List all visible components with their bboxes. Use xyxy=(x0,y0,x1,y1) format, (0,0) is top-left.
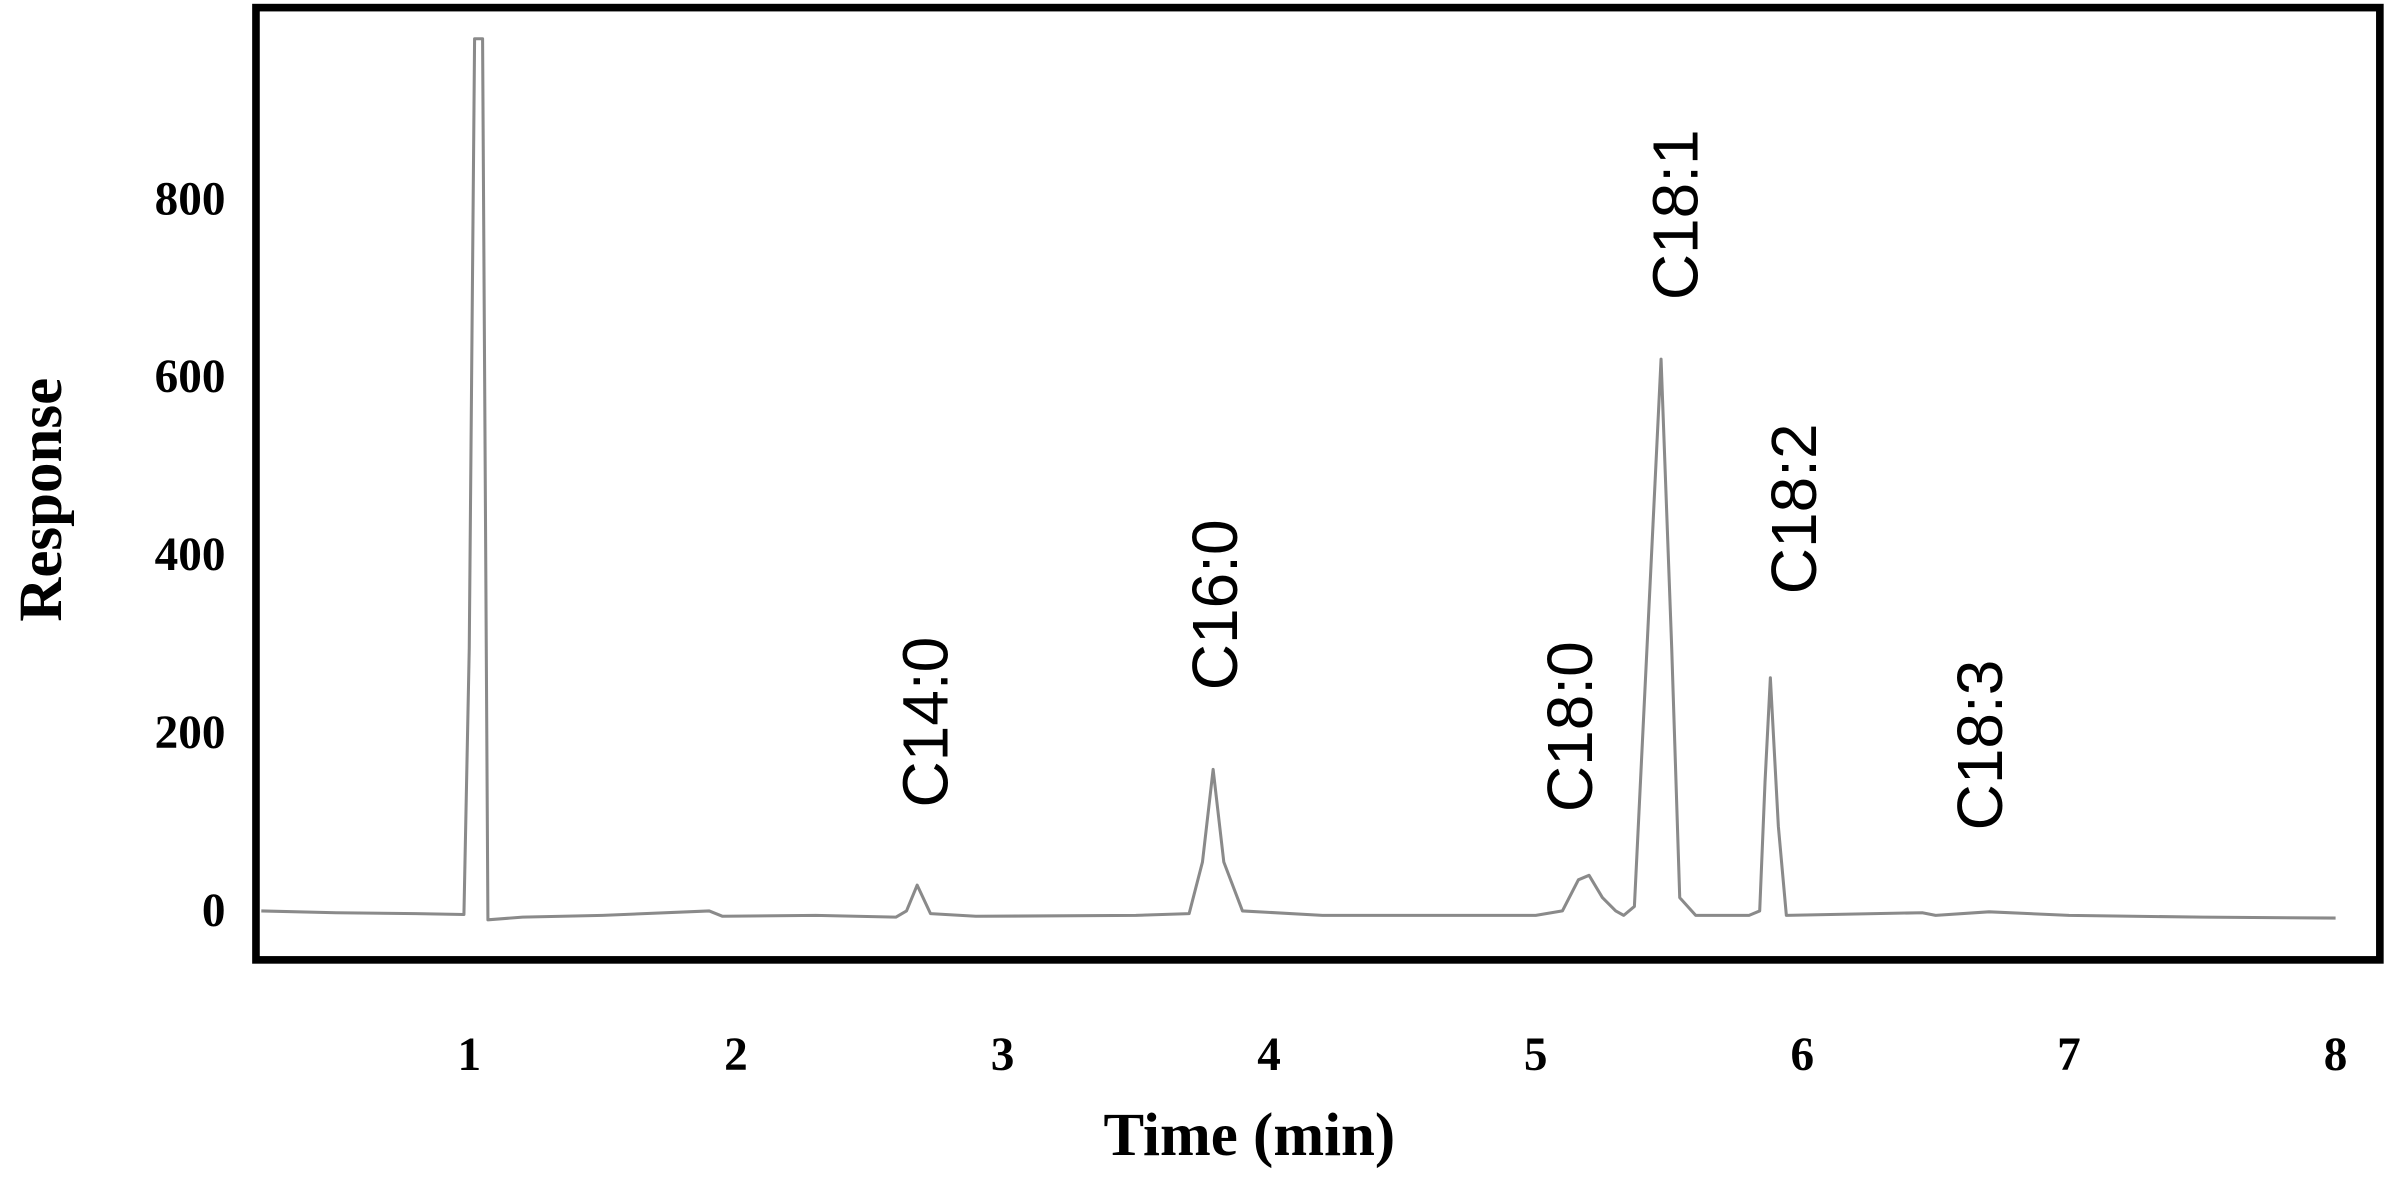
y-tick-label: 400 xyxy=(155,529,226,581)
x-tick-label: 2 xyxy=(724,1029,748,1081)
y-tick-label: 600 xyxy=(155,351,226,403)
x-tick-label: 7 xyxy=(2057,1029,2081,1081)
y-tick-label: 800 xyxy=(155,173,226,225)
peak-label: C18:1 xyxy=(1639,129,1711,300)
x-tick-label: 4 xyxy=(1257,1029,1281,1081)
y-tick-label: 0 xyxy=(202,885,226,937)
x-axis-title: Time (min) xyxy=(1104,1102,1396,1169)
x-tick-label: 5 xyxy=(1524,1029,1548,1081)
y-axis-title: Response xyxy=(8,378,75,622)
plot-frame xyxy=(252,3,2384,964)
x-tick-label: 1 xyxy=(457,1029,481,1081)
trace-line xyxy=(261,37,2336,922)
peak-label: C18:0 xyxy=(1534,641,1606,812)
x-tick-label: 3 xyxy=(991,1029,1015,1081)
peak-label: C18:2 xyxy=(1758,423,1830,594)
y-tick-label: 200 xyxy=(155,707,226,759)
peak-label: C18:3 xyxy=(1944,660,2016,831)
x-tick-label: 8 xyxy=(2324,1029,2348,1081)
x-tick-label: 6 xyxy=(1791,1029,1815,1081)
peak-label: C14:0 xyxy=(890,637,962,808)
peak-label: C16:0 xyxy=(1179,519,1251,690)
